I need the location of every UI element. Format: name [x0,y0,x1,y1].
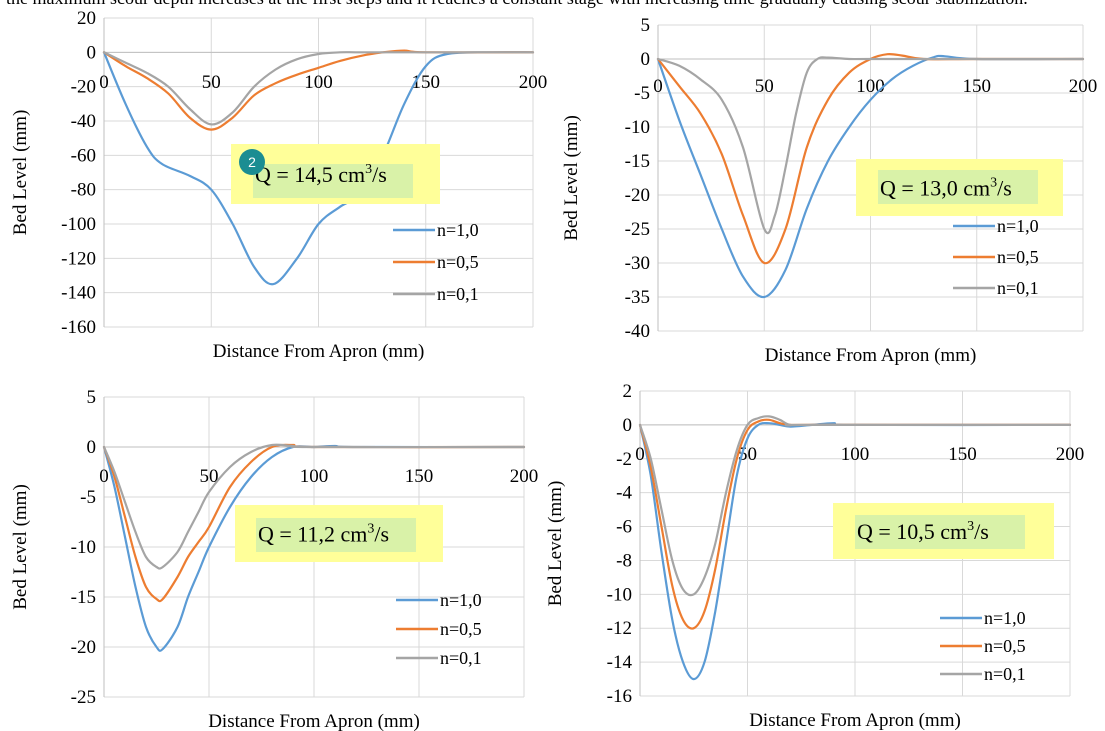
chart4-series-line-n-1-0 [638,421,1072,681]
chart2-y-tick-label: -10 [625,117,650,138]
chart4-x-tick-label: 100 [841,444,870,465]
chart4-q-label: Q = 10,5 cm3/s [857,519,989,544]
chart2-x-tick-label: 200 [1069,76,1098,97]
chart4-y-tick-label: -6 [616,517,632,538]
annotation-badge-number: 2 [248,154,256,170]
chart1-x-tick-label: 200 [519,72,548,93]
chart3-x-tick-label: 100 [300,466,329,487]
chart1-x-tick-label: 100 [304,72,333,93]
chart2-x-tick-label: 100 [856,76,885,97]
chart1-y-tick-label: -100 [61,214,96,235]
chart4-y-tick-label: -10 [607,584,632,605]
chart1-y-tick-label: 0 [87,42,97,63]
chart4-y-tick-label: -16 [607,686,632,707]
chart1-y-tick-label: -60 [71,145,96,166]
chart3-legend-label: n=0,5 [440,619,482,639]
chart2-x-tick-label: 50 [755,76,774,97]
chart4-x-tick-label: 0 [635,444,645,465]
chart3-y-tick-label: -10 [71,537,96,558]
chart3-legend-label: n=1,0 [440,590,482,610]
chart2-series-line-n-1-0 [656,54,1085,299]
chart-q-13-0: 50-5-10-15-20-25-30-35-400 50 100 150 200Dis… [561,15,1098,366]
chart3-q-label: Q = 11,2 cm3/s [258,522,389,547]
chart2-y-tick-label: -20 [625,185,650,206]
chart2-y-tick-label: -30 [625,253,650,274]
chart3-legend-label: n=0,1 [440,648,482,668]
chart4-legend-label: n=0,1 [984,664,1026,684]
chart2-x-tick-label: 0 [653,76,663,97]
chart1-y-tick-label: -20 [71,77,96,98]
chart1-legend-label: n=0,1 [437,284,479,304]
chart4-y-tick-label: -8 [616,550,632,571]
chart1-q-label: Q = 14,5 cm3/s [255,162,387,187]
chart2-series-line-n-0-1 [656,56,1085,235]
chart-q-10-5: 20-2-4-6-8-10-12-14-160 50 100 150 200Distan… [545,381,1085,731]
chart4-x-tick-label: 200 [1056,444,1085,465]
chart4-y-axis-title: Bed Level (mm) [545,481,566,607]
chart2-y-tick-label: -35 [625,287,650,308]
chart4-y-tick-label: -4 [616,483,632,504]
chart1-y-tick-label: -140 [61,283,96,304]
chart1-y-tick-label: -40 [71,111,96,132]
chart4-y-tick-label: -14 [607,652,633,673]
chart3-y-axis-title: Bed Level (mm) [10,484,31,610]
chart4-legend-label: n=1,0 [984,608,1026,628]
cut-off-caption-text: the maximum scour depth increases at the… [6,0,1028,9]
chart4-y-tick-label: -2 [616,449,632,470]
chart2-q-label: Q = 13,0 cm3/s [880,176,1012,201]
chart1-x-axis-title: Distance From Apron (mm) [213,341,425,362]
chart1-y-axis-title: Bed Level (mm) [10,110,31,236]
chart3-y-tick-label: -15 [71,587,96,608]
chart2-legend-label: n=1,0 [997,216,1039,236]
chart4-series-line-n-0-1 [638,415,1072,597]
chart2-legend-label: n=0,1 [997,278,1039,298]
chart1-series-line-n-0-5 [102,49,535,131]
chart4-x-tick-label: 150 [948,444,977,465]
chart2-y-axis-title: Bed Level (mm) [561,115,582,241]
chart3-x-tick-label: 150 [405,466,434,487]
annotation-badge[interactable] [239,149,265,175]
chart2-y-tick-label: -5 [634,83,650,104]
chart3-q-label-highlight [256,518,416,552]
chart3-x-axis-title: Distance From Apron (mm) [208,711,420,731]
chart1-legend-label: n=1,0 [437,220,479,240]
chart3-y-tick-label: -25 [71,687,96,708]
chart4-x-axis-title: Distance From Apron (mm) [749,710,961,731]
chart1-y-tick-label: -80 [71,180,96,201]
chart1-x-tick-label: 0 [99,72,109,93]
chart1-series-line-n-0-1 [102,51,535,126]
chart3-y-tick-label: 0 [87,437,97,458]
chart1-series-line-n-1-0 [102,51,535,286]
chart3-y-tick-label: 5 [87,387,97,408]
chart2-y-tick-label: -40 [625,321,650,342]
chart3-y-tick-label: -20 [71,637,96,658]
chart1-y-tick-label: -160 [61,317,96,338]
chart3-x-tick-label: 0 [99,466,109,487]
chart1-y-tick-label: -120 [61,248,96,269]
chart2-q-label-highlight [878,170,1038,204]
chart1-y-tick-label: 20 [77,8,96,29]
chart2-y-tick-label: 0 [641,49,651,70]
chart3-series-line-n-0-1 [102,443,526,570]
chart4-legend-label: n=0,5 [984,636,1026,656]
chart1-legend-label: n=0,5 [437,252,479,272]
chart3-x-tick-label: 50 [200,466,219,487]
chart4-y-tick-label: 0 [623,415,633,436]
chart1-q-label-highlight [253,164,413,198]
chart4-y-tick-label: -12 [607,618,632,639]
chart3-y-tick-label: -5 [80,487,96,508]
chart2-y-tick-label: 5 [641,15,651,36]
chart2-x-tick-label: 150 [963,76,992,97]
chart2-y-tick-label: -15 [625,151,650,172]
chart2-legend-label: n=0,5 [997,247,1039,267]
chart3-x-tick-label: 200 [510,466,539,487]
chart4-y-tick-label: 2 [623,381,633,402]
chart2-y-tick-label: -25 [625,219,650,240]
chart4-q-label-highlight [855,515,1025,549]
chart1-x-tick-label: 50 [202,72,221,93]
chart2-x-axis-title: Distance From Apron (mm) [765,345,977,366]
